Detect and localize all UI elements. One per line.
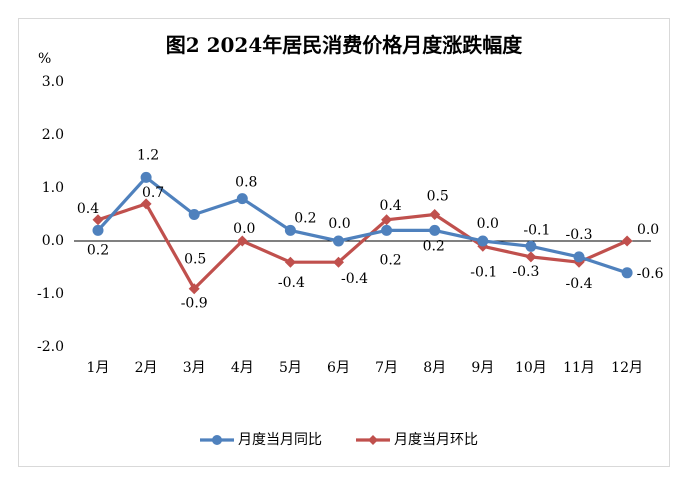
data-point <box>525 240 537 252</box>
data-label: 0.5 <box>184 252 206 268</box>
data-point <box>236 193 248 205</box>
x-tick-label: 9月 <box>471 360 494 376</box>
x-tick-label: 2月 <box>135 360 158 376</box>
data-label: -0.1 <box>523 222 550 238</box>
data-point <box>284 224 296 236</box>
data-label: -0.4 <box>278 275 305 291</box>
data-point <box>92 214 104 226</box>
data-label: -0.3 <box>566 227 593 243</box>
series-line <box>97 202 628 291</box>
series-yoy <box>92 171 633 279</box>
x-tick-label: 4月 <box>231 360 254 376</box>
data-label: 0.0 <box>328 216 350 232</box>
data-point <box>381 214 393 226</box>
data-point <box>477 235 489 247</box>
x-tick-label: 11月 <box>563 360 595 376</box>
series-mom <box>92 198 633 295</box>
data-label: 0.0 <box>637 222 659 238</box>
legend-item-mom: 月度当月环比 <box>356 432 478 448</box>
x-tick-label: 6月 <box>327 360 350 376</box>
y-tick-label: 3.0 <box>42 74 64 90</box>
data-label: 0.2 <box>379 252 401 268</box>
x-tick-label: 1月 <box>87 360 110 376</box>
y-tick-label: -2.0 <box>37 339 64 355</box>
data-point <box>236 235 248 247</box>
data-label: 1.2 <box>137 147 159 163</box>
data-label: 0.0 <box>477 216 499 232</box>
data-point <box>429 209 441 220</box>
legend-item-yoy: 月度当月同比 <box>200 432 322 448</box>
x-tick-label: 3月 <box>183 360 206 376</box>
y-tick-label: -1.0 <box>37 286 64 302</box>
data-label: -0.4 <box>566 276 593 292</box>
data-point <box>333 256 344 268</box>
x-tick-label: 7月 <box>375 360 398 376</box>
legend-marker <box>212 435 222 445</box>
data-point <box>333 235 344 247</box>
data-point <box>525 251 537 263</box>
data-point <box>621 267 633 279</box>
x-tick-label: 5月 <box>279 360 302 376</box>
data-point <box>621 235 633 247</box>
data-point <box>381 224 393 236</box>
x-tick-label: 12月 <box>611 360 643 376</box>
data-label: -0.3 <box>512 264 539 280</box>
y-tick-label: 2.0 <box>42 127 64 143</box>
chart-title: 图2 2024年居民消费价格月度涨跌幅度 <box>166 33 524 57</box>
data-label: 0.0 <box>233 221 255 237</box>
data-label: 0.2 <box>87 242 109 258</box>
legend-label: 月度当月同比 <box>238 432 322 448</box>
data-point <box>429 224 441 236</box>
data-point <box>188 283 200 295</box>
data-label: 0.2 <box>294 210 316 226</box>
data-label: 0.7 <box>142 185 164 201</box>
y-tick-label: 0.0 <box>42 233 64 249</box>
data-point <box>140 198 152 210</box>
data-label: 0.5 <box>427 189 449 205</box>
data-label: 0.8 <box>235 175 257 191</box>
legend-marker <box>368 435 378 445</box>
data-point <box>284 256 296 268</box>
data-label: -0.4 <box>341 271 368 287</box>
data-label: -0.6 <box>637 266 664 282</box>
data-point <box>188 209 200 220</box>
legend-label: 月度当月环比 <box>394 432 478 448</box>
data-point <box>140 171 152 183</box>
y-axis-unit: % <box>38 51 51 67</box>
x-tick-label: 10月 <box>515 360 547 376</box>
chart-frame <box>18 18 670 467</box>
y-tick-label: 1.0 <box>42 180 64 196</box>
data-label: 0.4 <box>379 198 401 214</box>
data-point <box>573 251 585 263</box>
data-label: 0.4 <box>77 201 99 217</box>
data-label: -0.1 <box>470 264 497 280</box>
data-label: -0.9 <box>181 296 208 312</box>
data-label: 0.2 <box>423 238 445 254</box>
x-tick-label: 8月 <box>423 360 446 376</box>
series-line <box>96 175 628 275</box>
data-point <box>92 224 104 236</box>
